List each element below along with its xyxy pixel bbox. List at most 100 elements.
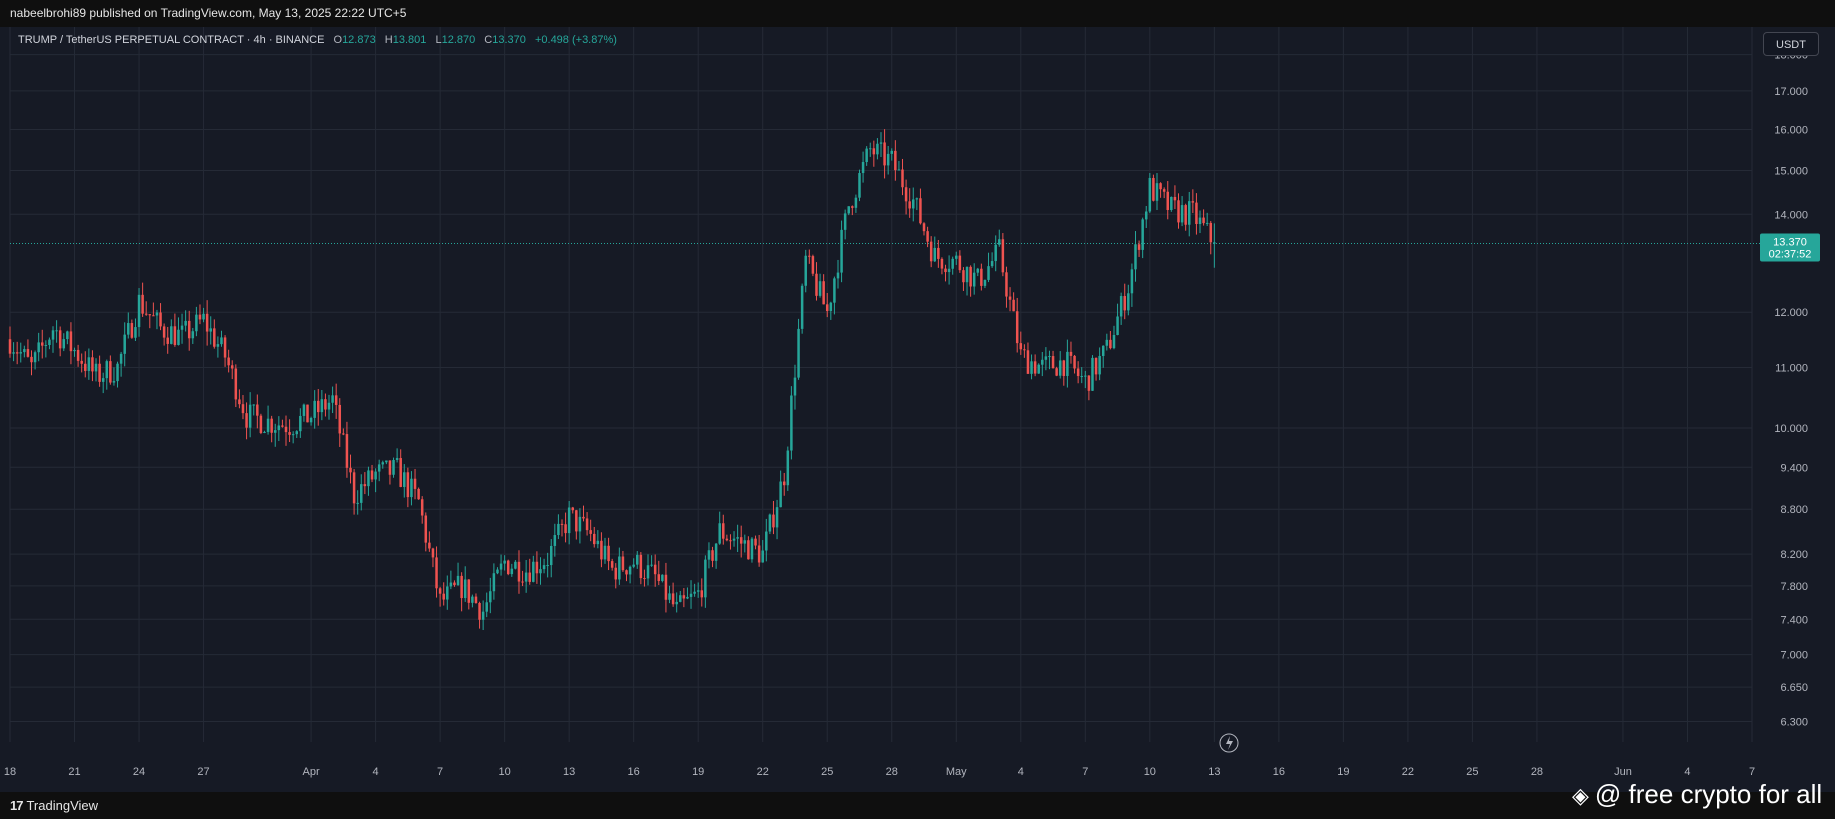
candle-down (15, 352, 19, 354)
candle-down (478, 602, 481, 620)
candle-up (37, 342, 40, 353)
candle-up (836, 272, 840, 279)
candle-up (1148, 177, 1152, 212)
candle-down (564, 524, 567, 534)
candle-down (757, 545, 761, 563)
candle-up (44, 344, 48, 346)
candle-down (281, 425, 284, 427)
candle-down (26, 349, 30, 357)
candle-down (241, 404, 245, 414)
candle-down (811, 256, 815, 274)
candle-down (334, 395, 338, 405)
time-tick-label: 22 (757, 766, 769, 778)
candle-down (815, 273, 818, 296)
candle-up (55, 330, 58, 332)
price-chart[interactable]: 18.00017.00016.00015.00014.00012.00011.0… (0, 27, 1835, 792)
candle-down (937, 247, 940, 259)
candle-up (542, 565, 546, 570)
watermark: ◈ @ free crypto for all (1572, 779, 1822, 811)
price-tick-label: 8.200 (1780, 549, 1808, 561)
candle-up (786, 450, 790, 486)
candle-down (141, 294, 144, 314)
time-tick-label: 28 (1531, 766, 1543, 778)
candle-down (872, 148, 876, 155)
candle-down (420, 499, 424, 516)
candle-down (424, 515, 428, 543)
candle-down (700, 590, 704, 598)
candle-up (503, 560, 506, 564)
candle-down (639, 554, 643, 579)
candle-down (664, 574, 668, 600)
candle-up (567, 507, 571, 534)
candle-down (338, 404, 342, 434)
candle-down (1055, 368, 1058, 376)
candle-down (1069, 351, 1073, 356)
candle-down (657, 574, 661, 581)
candle-down (1051, 356, 1055, 369)
candle-up (553, 535, 557, 546)
candle-up (492, 573, 496, 592)
candle-down (822, 281, 825, 305)
candle-up (320, 399, 324, 413)
candle-down (1202, 217, 1205, 224)
candle-down (227, 357, 230, 366)
price-tick-label: 15.000 (1774, 165, 1808, 177)
tradingview-logo-icon: 17 (10, 798, 24, 813)
open-value: 12.873 (342, 34, 376, 46)
time-tick-label: 10 (499, 766, 511, 778)
candle-up (761, 550, 764, 563)
candle-up (524, 572, 528, 582)
candle-up (381, 462, 385, 465)
candle-up (273, 430, 277, 433)
candle-down (782, 481, 786, 486)
candle-up (263, 431, 266, 433)
candle-down (431, 548, 435, 558)
candle-up (248, 404, 252, 428)
candle-up (549, 545, 553, 566)
candle-down (1001, 239, 1005, 273)
time-tick-label: 24 (133, 766, 145, 778)
candle-down (1184, 205, 1187, 225)
candle-down (1023, 349, 1026, 351)
candle-down (521, 581, 524, 583)
candle-down (908, 201, 911, 209)
candle-down (270, 418, 273, 433)
candle-up (360, 484, 363, 503)
candle-down (1209, 222, 1213, 243)
candle-down (428, 542, 431, 549)
candle-up (155, 312, 159, 316)
price-tick-label: 17.000 (1774, 86, 1808, 98)
candle-down (919, 198, 922, 224)
candle-up (499, 563, 503, 570)
candle-down (84, 363, 87, 371)
price-axis: 18.00017.00016.00015.00014.00012.00011.0… (1760, 50, 1820, 729)
candle-up (33, 352, 37, 363)
candle-down (582, 516, 585, 519)
candle-up (66, 331, 69, 340)
candle-up (743, 540, 747, 544)
candle-down (589, 530, 592, 534)
candle-up (951, 258, 954, 269)
chart-area[interactable]: 18.00017.00016.00015.00014.00012.00011.0… (0, 27, 1835, 792)
candle-down (980, 268, 983, 286)
time-tick-label: 19 (692, 766, 704, 778)
candle-up (1098, 355, 1101, 375)
candle-down (754, 538, 757, 546)
candle-down (808, 255, 811, 257)
time-tick-label: 13 (563, 766, 575, 778)
candle-down (625, 570, 628, 575)
publish-header: nabeelbrohi89 published on TradingView.c… (0, 0, 1835, 27)
candle-up (955, 255, 958, 259)
time-tick-label: 16 (628, 766, 640, 778)
candle-up (646, 565, 650, 579)
candle-up (1155, 183, 1159, 201)
candle-up (291, 434, 295, 436)
currency-button[interactable]: USDT (1763, 32, 1819, 56)
tradingview-brand[interactable]: 17 TradingView (10, 792, 98, 819)
candle-up (847, 206, 850, 214)
candle-down (148, 314, 152, 316)
candle-down (560, 523, 564, 525)
candle-up (1127, 293, 1130, 311)
candle-up (184, 320, 187, 326)
candle-down (8, 339, 12, 354)
